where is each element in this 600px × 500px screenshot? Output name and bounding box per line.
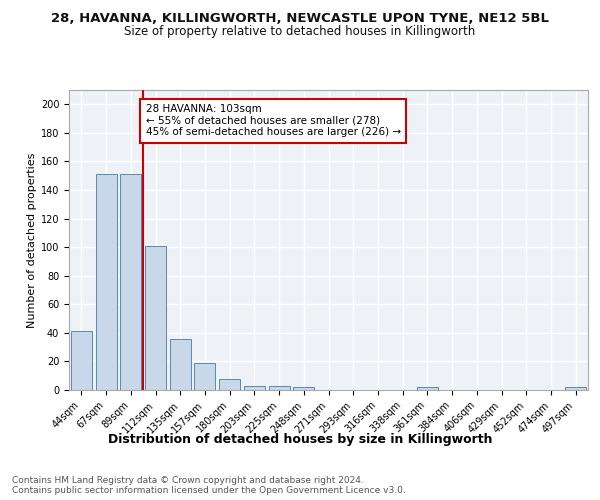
Bar <box>269 386 290 390</box>
Bar <box>145 246 166 390</box>
Bar <box>565 387 586 390</box>
Bar <box>293 387 314 390</box>
Bar <box>194 363 215 390</box>
Text: 28 HAVANNA: 103sqm
← 55% of detached houses are smaller (278)
45% of semi-detach: 28 HAVANNA: 103sqm ← 55% of detached hou… <box>146 104 401 138</box>
Text: Distribution of detached houses by size in Killingworth: Distribution of detached houses by size … <box>108 432 492 446</box>
Bar <box>95 174 116 390</box>
Bar <box>170 338 191 390</box>
Text: 28, HAVANNA, KILLINGWORTH, NEWCASTLE UPON TYNE, NE12 5BL: 28, HAVANNA, KILLINGWORTH, NEWCASTLE UPO… <box>51 12 549 26</box>
Y-axis label: Number of detached properties: Number of detached properties <box>26 152 37 328</box>
Bar <box>417 387 438 390</box>
Bar <box>71 332 92 390</box>
Bar <box>219 378 240 390</box>
Text: Size of property relative to detached houses in Killingworth: Size of property relative to detached ho… <box>124 25 476 38</box>
Bar <box>120 174 141 390</box>
Bar <box>244 386 265 390</box>
Text: Contains HM Land Registry data © Crown copyright and database right 2024.
Contai: Contains HM Land Registry data © Crown c… <box>12 476 406 495</box>
